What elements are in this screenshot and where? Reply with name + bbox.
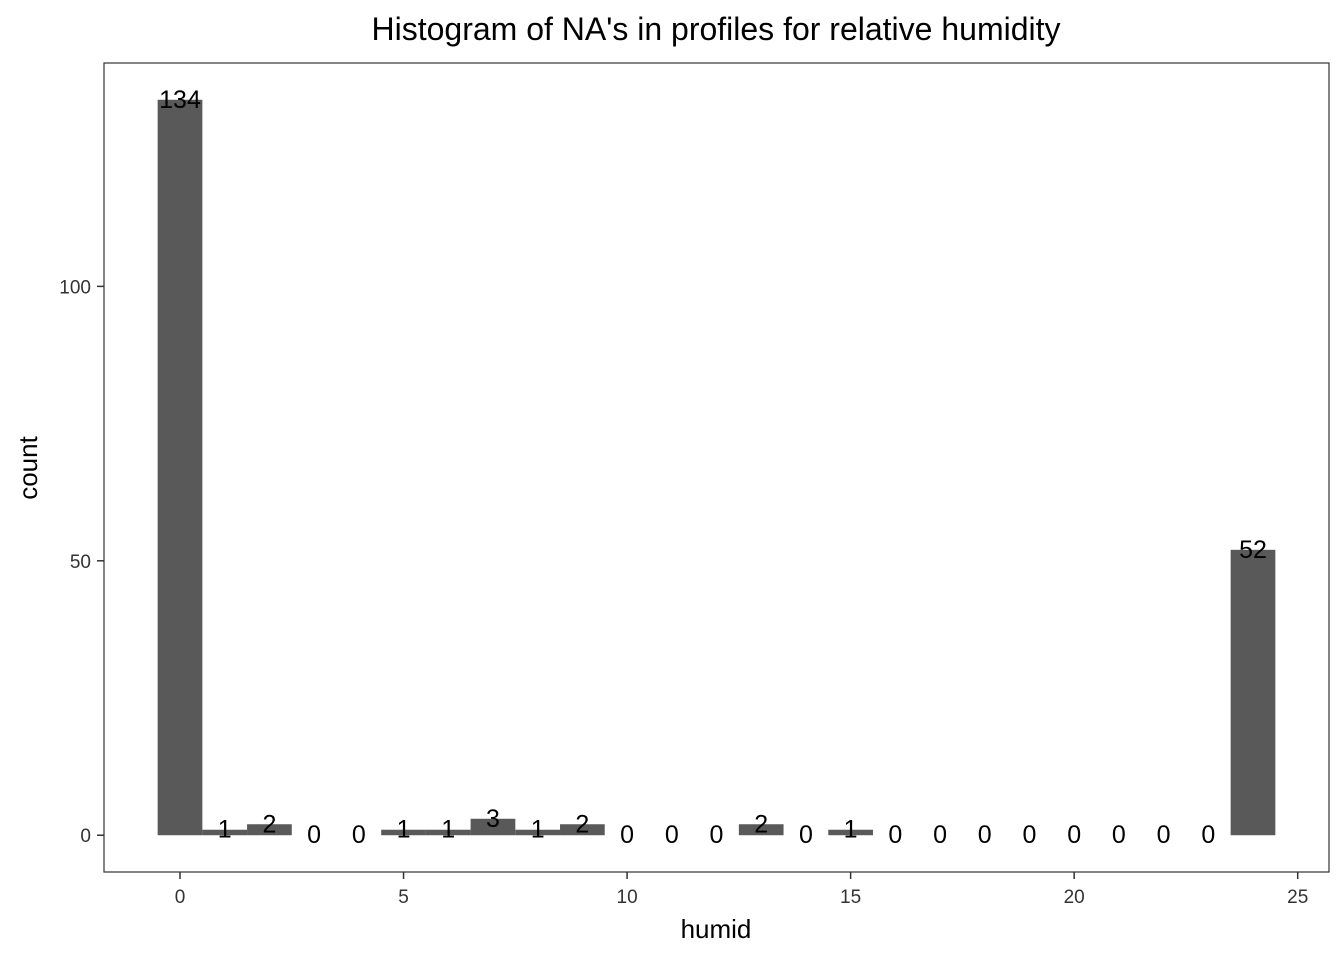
histogram-bar (157, 99, 203, 836)
histogram-bar (738, 824, 784, 836)
bar-value-label: 52 (1239, 536, 1267, 564)
bar-value-label: 2 (754, 810, 768, 838)
histogram-bar (560, 824, 605, 836)
x-tick-label: 0 (175, 887, 186, 908)
chart-title: Histogram of NA's in profiles for relati… (371, 11, 1060, 47)
histogram-bar (202, 829, 248, 836)
bar-value-label: 0 (307, 821, 321, 849)
bar-value-label: 0 (352, 821, 366, 849)
histogram-bar (381, 829, 426, 836)
bar-value-label: 0 (1067, 821, 1081, 849)
bar-value-label: 1 (531, 816, 545, 844)
histogram-bar (828, 829, 873, 836)
bar-value-label: 134 (159, 86, 201, 114)
bar-value-label: 0 (888, 821, 902, 849)
histogram-bar (425, 829, 471, 836)
x-tick-label: 5 (398, 887, 409, 908)
bar-value-label: 2 (262, 810, 276, 838)
y-tick-label: 100 (59, 277, 91, 298)
bar-value-label: 1 (397, 816, 411, 844)
histogram-bar (247, 824, 292, 836)
bar-value-label: 3 (486, 805, 500, 833)
y-tick-label: 0 (80, 826, 91, 847)
bar-value-label: 0 (620, 821, 634, 849)
bar-value-label: 0 (665, 821, 679, 849)
bar-value-label: 0 (978, 821, 992, 849)
histogram-bar (1230, 549, 1276, 836)
bar-value-label: 0 (1112, 821, 1126, 849)
bar-value-label: 0 (1157, 821, 1171, 849)
bar-value-label: 2 (575, 810, 589, 838)
bar-value-label: 1 (844, 816, 858, 844)
bar-value-label: 0 (710, 821, 724, 849)
bars-layer (157, 99, 1276, 836)
y-tick-label: 50 (70, 552, 91, 573)
bar-value-label: 1 (218, 816, 232, 844)
y-axis: 0 50 100 (59, 277, 104, 847)
x-axis: 0 5 10 15 20 25 (175, 872, 1308, 908)
x-tick-label: 15 (840, 887, 861, 908)
y-axis-title: count (13, 435, 43, 499)
bar-value-label: 0 (1201, 821, 1215, 849)
bar-value-label: 0 (933, 821, 947, 849)
bar-value-label: 1 (441, 816, 455, 844)
bar-value-label: 0 (799, 821, 813, 849)
histogram-bar (515, 829, 561, 836)
x-tick-label: 10 (617, 887, 638, 908)
x-tick-label: 25 (1287, 887, 1308, 908)
x-axis-title: humid (681, 914, 752, 944)
data-labels-layer: 134 1 2 0 0 1 1 3 1 2 0 0 0 2 0 1 0 0 0 0 0 0 0 0 52 (159, 86, 1267, 849)
histogram-bar (470, 818, 516, 836)
plot-panel-border (103, 62, 1330, 873)
bar-value-label: 0 (1023, 821, 1037, 849)
x-tick-label: 20 (1064, 887, 1085, 908)
